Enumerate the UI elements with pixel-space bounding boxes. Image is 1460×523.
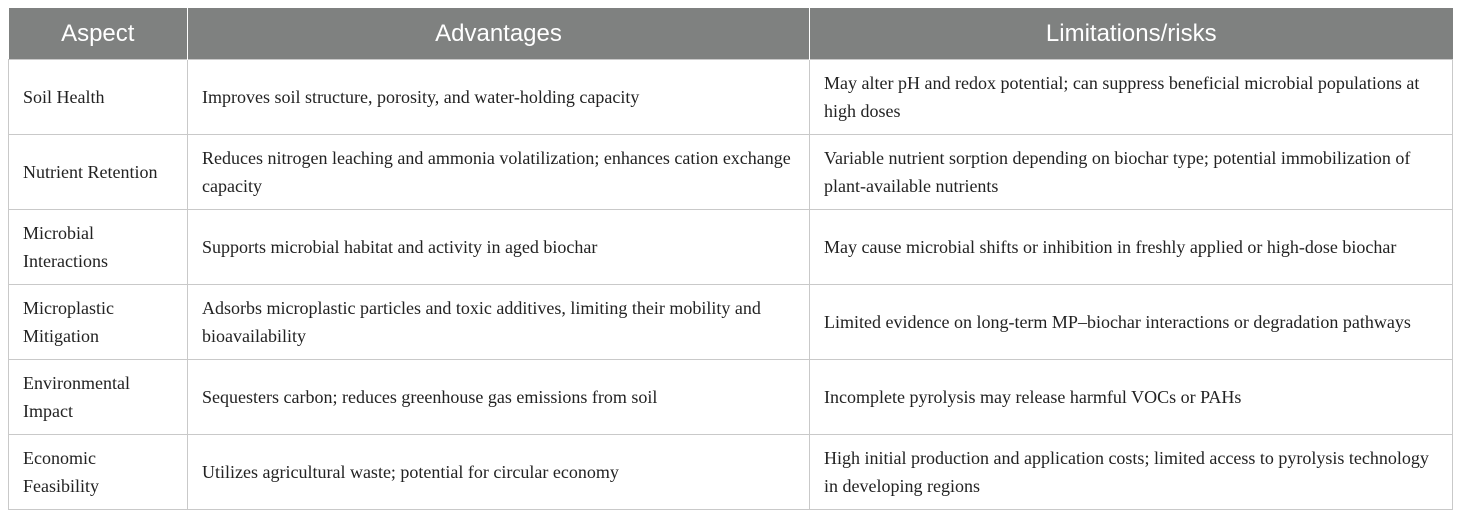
advantages-cell: Sequesters carbon; reduces greenhouse ga… <box>187 359 810 435</box>
advantages-cell: Adsorbs microplastic particles and toxic… <box>187 284 810 360</box>
table-row: Economic Feasibility Utilizes agricultur… <box>8 434 1453 510</box>
limitations-cell: Variable nutrient sorption depending on … <box>809 134 1453 210</box>
table-row: Microplastic Mitigation Adsorbs micropla… <box>8 284 1453 360</box>
advantages-cell: Utilizes agricultural waste; potential f… <box>187 434 810 510</box>
limitations-cell: May cause microbial shifts or inhibition… <box>809 209 1453 285</box>
aspect-cell: Microbial Interactions <box>8 209 188 285</box>
aspect-cell: Economic Feasibility <box>8 434 188 510</box>
comparison-table: Aspect Advantages Limitations/risks Soil… <box>8 8 1453 510</box>
aspect-cell: Soil Health <box>8 59 188 135</box>
aspect-cell: Microplastic Mitigation <box>8 284 188 360</box>
header-row: Aspect Advantages Limitations/risks <box>8 8 1453 60</box>
header-limitations: Limitations/risks <box>809 8 1453 60</box>
table-row: Microbial Interactions Supports microbia… <box>8 209 1453 285</box>
table-row: Soil Health Improves soil structure, por… <box>8 59 1453 135</box>
advantages-cell: Supports microbial habitat and activity … <box>187 209 810 285</box>
aspect-cell: Nutrient Retention <box>8 134 188 210</box>
aspect-cell: Environmental Impact <box>8 359 188 435</box>
advantages-cell: Reduces nitrogen leaching and ammonia vo… <box>187 134 810 210</box>
limitations-cell: Limited evidence on long-term MP–biochar… <box>809 284 1453 360</box>
limitations-cell: High initial production and application … <box>809 434 1453 510</box>
advantages-cell: Improves soil structure, porosity, and w… <box>187 59 810 135</box>
table-row: Environmental Impact Sequesters carbon; … <box>8 359 1453 435</box>
limitations-cell: May alter pH and redox potential; can su… <box>809 59 1453 135</box>
header-advantages: Advantages <box>187 8 810 60</box>
table-row: Nutrient Retention Reduces nitrogen leac… <box>8 134 1453 210</box>
header-aspect: Aspect <box>8 8 188 60</box>
limitations-cell: Incomplete pyrolysis may release harmful… <box>809 359 1453 435</box>
